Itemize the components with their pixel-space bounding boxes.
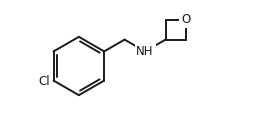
Text: O: O <box>181 13 190 26</box>
Text: Cl: Cl <box>39 76 50 88</box>
Text: NH: NH <box>136 45 154 58</box>
